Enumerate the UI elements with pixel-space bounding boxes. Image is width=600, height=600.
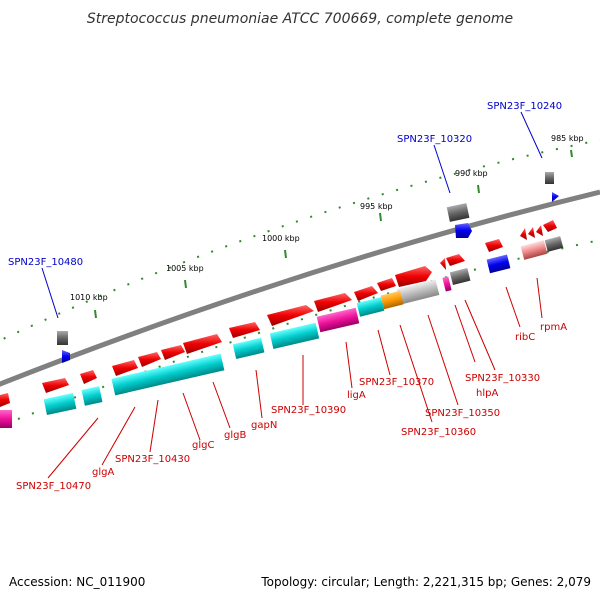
genome-backbone	[0, 189, 600, 387]
connector-line	[41, 267, 59, 319]
major-tick	[184, 279, 187, 289]
gene-arrow[interactable]	[183, 334, 222, 354]
connector-line	[464, 299, 496, 371]
feature-magenta[interactable]	[316, 307, 360, 333]
gene-label-glgC[interactable]: glgC	[192, 440, 214, 451]
connector-line	[454, 304, 476, 363]
gene-arrow[interactable]	[80, 370, 97, 384]
connector-line	[536, 277, 543, 319]
connector-line	[47, 417, 99, 479]
gene-label-SPN23F_10480[interactable]: SPN23F_10480	[8, 257, 83, 268]
accession-text: Accession: NC_011900	[9, 575, 145, 589]
gene-arrow[interactable]	[440, 258, 446, 270]
major-ticks	[94, 149, 573, 319]
gene-label-SPN23F_10360[interactable]: SPN23F_10360	[401, 427, 476, 438]
gene-label-glgA[interactable]: glgA	[92, 467, 114, 478]
topology-summary: Topology: circular; Length: 2,221,315 bp…	[260, 575, 591, 589]
gene-label-SPN23F_10430[interactable]: SPN23F_10430	[115, 454, 190, 465]
gene-label-SPN23F_10370[interactable]: SPN23F_10370	[359, 377, 434, 388]
connector-line	[377, 329, 391, 376]
connector-line	[101, 406, 136, 466]
gene-arrow[interactable]	[520, 228, 527, 240]
feature-orange[interactable]	[380, 290, 404, 310]
feature-gray[interactable]	[446, 203, 470, 222]
feature-rna[interactable]	[455, 223, 472, 238]
gene-arrow[interactable]	[267, 305, 314, 326]
tick-label: 1010 kbp	[70, 293, 108, 302]
major-tick	[570, 149, 573, 158]
map-title: Streptococcus pneumoniae ATCC 700669, co…	[87, 11, 513, 27]
gene-arrow[interactable]	[229, 322, 260, 338]
feature-cyan[interactable]	[232, 337, 265, 359]
feature-magenta[interactable]	[0, 410, 12, 428]
gene-arrow[interactable]	[377, 278, 396, 291]
gene-label-gapN[interactable]: gapN	[251, 420, 277, 431]
gene-arrow[interactable]	[138, 352, 161, 367]
gene-label-glgB[interactable]: glgB	[224, 430, 246, 441]
gene-arrow[interactable]	[0, 393, 10, 407]
major-tick	[94, 309, 97, 319]
tick-dots-outer	[0, 139, 600, 342]
gene-arrow[interactable]	[485, 239, 503, 252]
gene-label-ribC[interactable]: ribC	[515, 332, 535, 343]
feature-light[interactable]	[396, 279, 440, 305]
feature-gray[interactable]	[57, 331, 68, 345]
gene-label-rpmA[interactable]: rpmA	[540, 322, 567, 333]
feature-rna[interactable]	[486, 254, 511, 274]
connector-line	[433, 144, 451, 194]
connector-line	[345, 341, 353, 389]
gene-arrow[interactable]	[446, 254, 465, 266]
forward-genes	[0, 220, 557, 407]
connector-line	[399, 324, 433, 423]
feature-cyan[interactable]	[81, 386, 103, 406]
tick-label: 985 kbp	[551, 134, 584, 143]
connector-line	[182, 392, 201, 441]
feature-cyan[interactable]	[269, 322, 320, 349]
gene-label-ligA[interactable]: ligA	[347, 390, 366, 401]
gene-label-SPN23F_10320[interactable]: SPN23F_10320	[397, 134, 472, 145]
major-tick	[284, 249, 287, 259]
gene-label-SPN23F_10240[interactable]: SPN23F_10240	[487, 101, 562, 112]
feature-pink[interactable]	[520, 240, 548, 260]
feature-gray[interactable]	[545, 172, 554, 184]
gene-arrow[interactable]	[112, 360, 138, 376]
feature-magenta[interactable]	[442, 276, 452, 292]
tick-label: 1005 kbp	[166, 264, 204, 273]
tick-label: 995 kbp	[360, 202, 393, 211]
major-tick	[477, 184, 480, 194]
feature-cyan[interactable]	[111, 353, 225, 396]
gene-arrow[interactable]	[536, 225, 543, 236]
gene-arrow[interactable]	[314, 293, 352, 312]
feature-gray[interactable]	[544, 236, 564, 252]
gene-arrow[interactable]	[161, 345, 185, 360]
feature-gray[interactable]	[449, 268, 471, 285]
feature-cyan[interactable]	[356, 297, 385, 317]
gene-arrow[interactable]	[528, 227, 535, 238]
gene-label-SPN23F_10390[interactable]: SPN23F_10390	[271, 405, 346, 416]
tick-label: 990 kbp	[455, 169, 488, 178]
connector-line	[427, 314, 459, 406]
gene-arrow[interactable]	[354, 286, 378, 301]
gene-label-hlpA[interactable]: hlpA	[476, 388, 498, 399]
tick-label: 1000 kbp	[262, 234, 300, 243]
gene-arrow[interactable]	[395, 266, 432, 287]
connector-line	[149, 399, 159, 453]
connector-line	[212, 381, 231, 429]
gene-label-SPN23F_10350[interactable]: SPN23F_10350	[425, 408, 500, 419]
connector-line	[505, 286, 521, 328]
feature-rna[interactable]	[62, 350, 70, 363]
connector-line	[520, 111, 543, 159]
gene-label-SPN23F_10330[interactable]: SPN23F_10330	[465, 373, 540, 384]
bottom-connectors	[47, 277, 543, 479]
gene-label-SPN23F_10470[interactable]: SPN23F_10470	[16, 481, 91, 492]
feature-cyan[interactable]	[43, 393, 77, 415]
feature-rna[interactable]	[552, 192, 559, 202]
major-tick	[379, 212, 382, 222]
gene-arrow[interactable]	[42, 378, 69, 393]
connector-line	[255, 369, 263, 419]
gene-arrow[interactable]	[543, 220, 557, 232]
